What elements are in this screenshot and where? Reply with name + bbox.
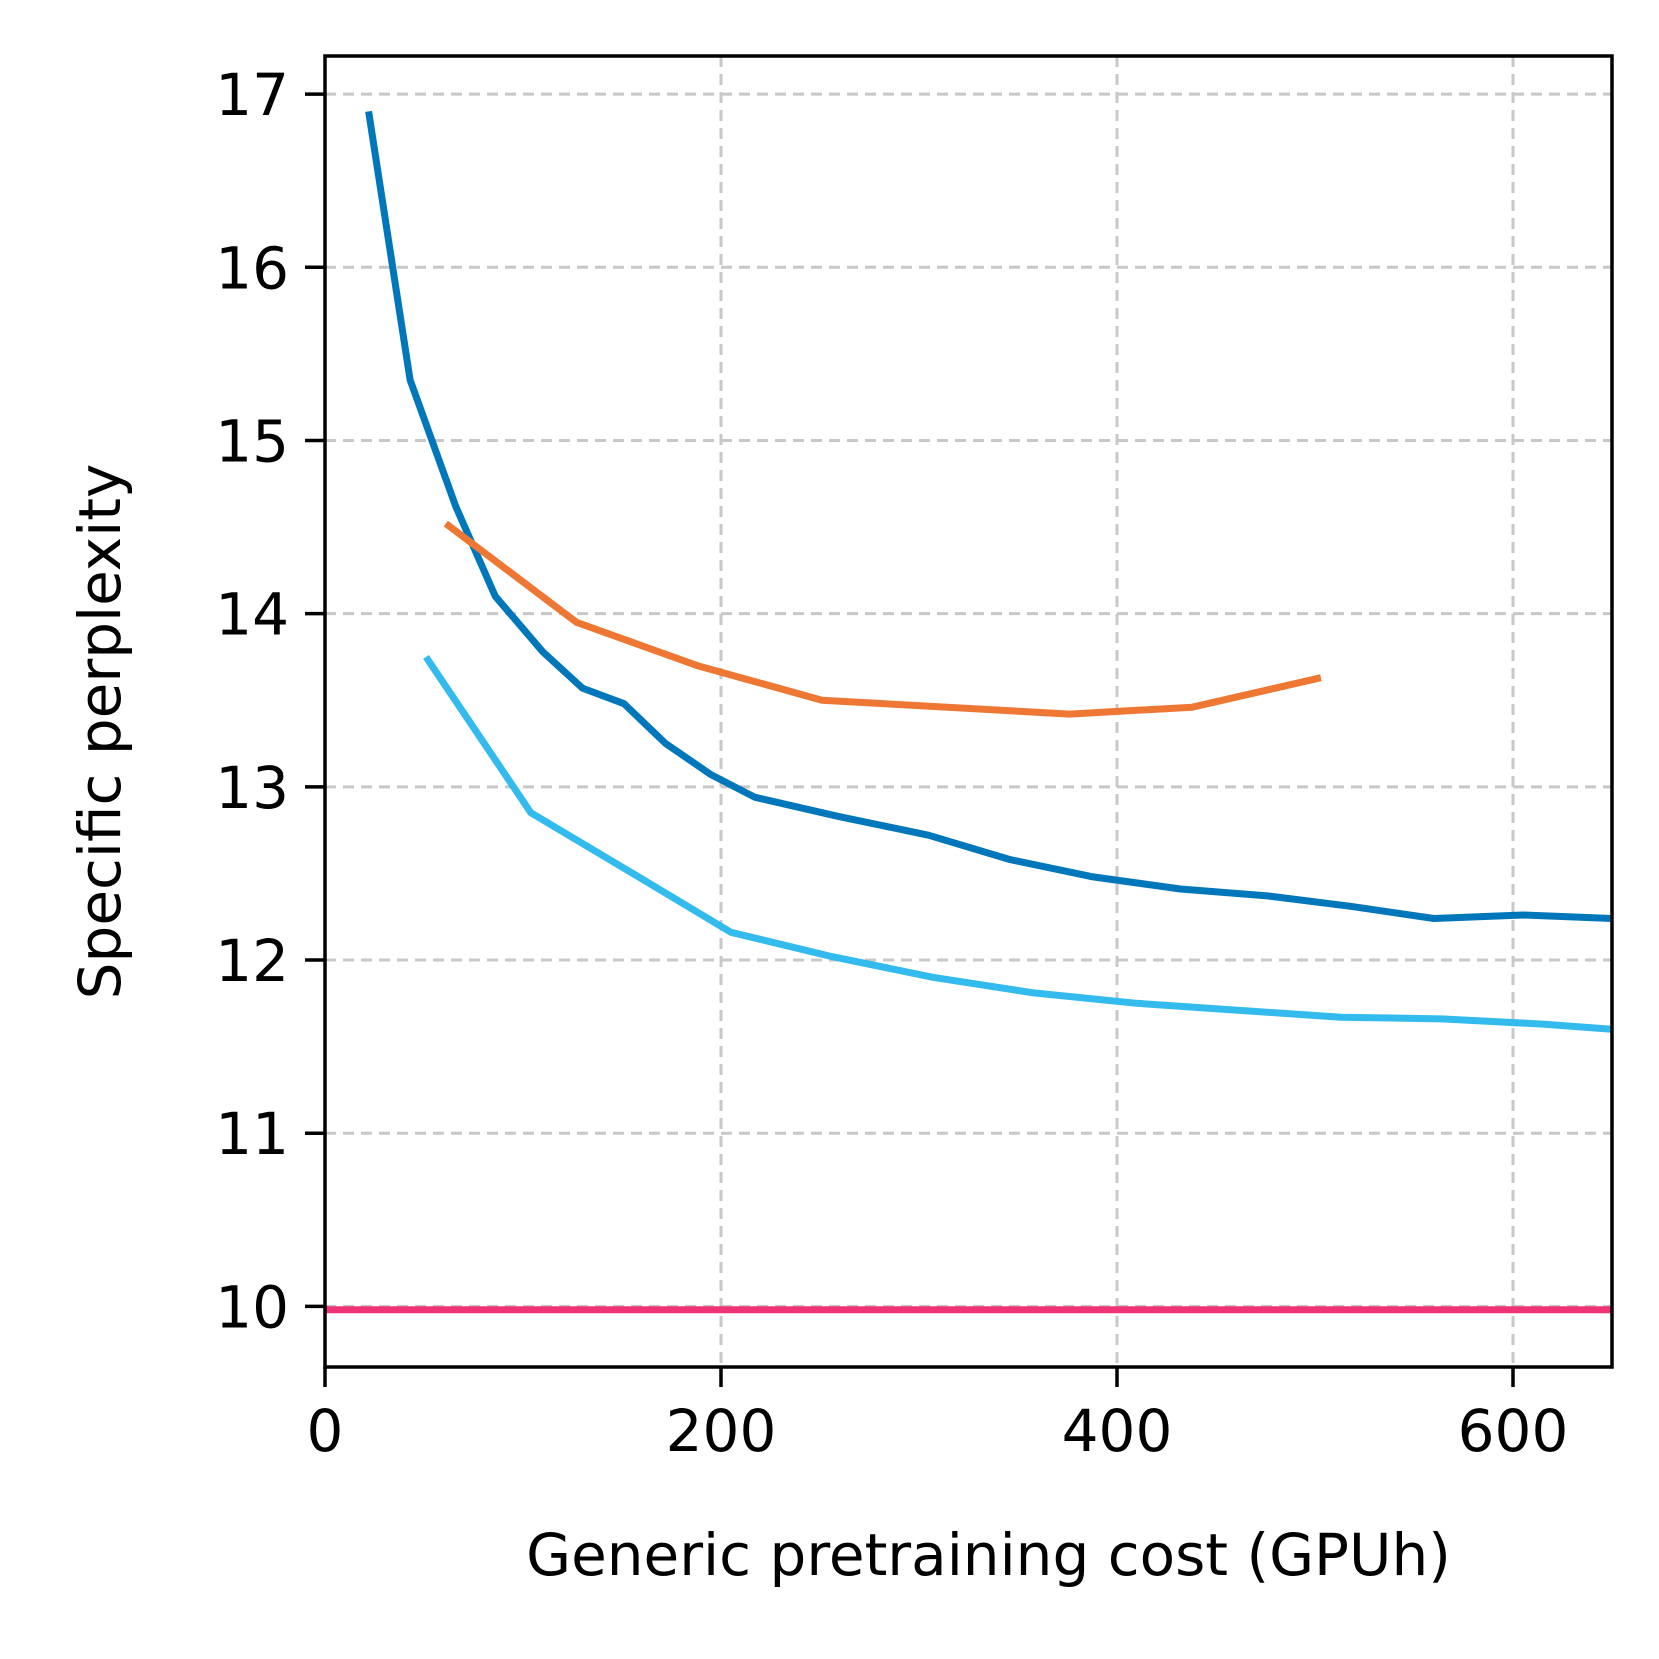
x-axis-label: Generic pretraining cost (GPUh) [526, 1521, 1451, 1589]
series-line-3 [423, 654, 1613, 1033]
series-line-1 [365, 110, 1613, 922]
y-tick-label: 15 [215, 407, 289, 475]
y-tick-label: 12 [215, 927, 289, 995]
y-tick-label: 16 [215, 234, 289, 302]
x-tick-label: 400 [1062, 1397, 1173, 1465]
y-tick-label: 13 [215, 754, 289, 822]
x-axis-ticks: 0 200 400 600 [307, 1367, 1569, 1465]
x-tick-label: 200 [666, 1397, 777, 1465]
y-tick-label: 17 [215, 61, 289, 129]
plot-frame [323, 54, 1614, 1369]
y-tick-label: 10 [215, 1273, 289, 1341]
y-tick-label: 11 [215, 1100, 289, 1168]
x-tick-label: 600 [1458, 1397, 1569, 1465]
y-axis-ticks: 10 11 12 13 14 15 16 17 [215, 61, 325, 1341]
series-line-2 [443, 520, 1322, 718]
series-lines [325, 110, 1613, 1314]
y-tick-label: 14 [215, 581, 289, 649]
y-axis-label: Specific perplexity [66, 464, 134, 1000]
x-tick-label: 0 [307, 1397, 344, 1465]
